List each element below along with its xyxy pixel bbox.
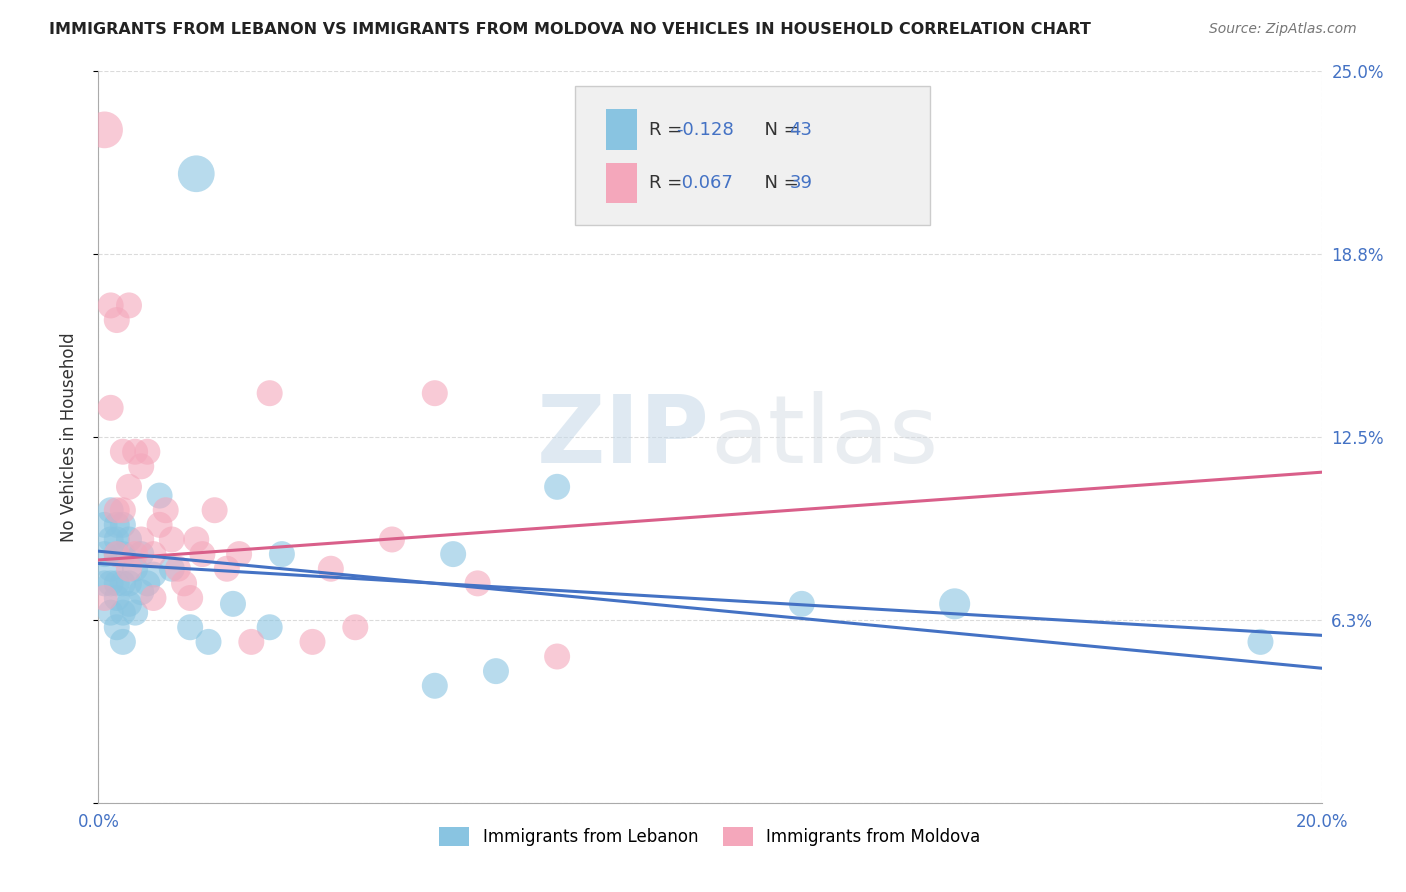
Point <box>191 547 214 561</box>
Point <box>93 547 115 561</box>
Point <box>129 459 152 474</box>
Point <box>485 664 508 678</box>
Y-axis label: No Vehicles in Household: No Vehicles in Household <box>59 332 77 542</box>
Point <box>222 597 245 611</box>
Text: R =: R = <box>648 121 688 139</box>
Point <box>179 620 201 634</box>
Point <box>546 480 568 494</box>
Point <box>142 547 165 561</box>
Point <box>1249 635 1271 649</box>
Point <box>105 620 128 634</box>
Point <box>124 606 146 620</box>
Point <box>100 576 122 591</box>
Point <box>118 533 141 547</box>
Point <box>124 547 146 561</box>
Point <box>160 562 183 576</box>
Point <box>215 562 238 576</box>
Point <box>118 576 141 591</box>
FancyBboxPatch shape <box>606 163 637 203</box>
Point <box>105 591 128 605</box>
Point <box>228 547 250 561</box>
Point <box>319 562 342 576</box>
Point <box>105 533 128 547</box>
Point <box>149 489 172 503</box>
Point <box>118 597 141 611</box>
Text: N =: N = <box>752 174 804 193</box>
Point <box>240 635 263 649</box>
Point <box>111 576 134 591</box>
Point <box>111 444 134 458</box>
Point <box>105 547 128 561</box>
Point <box>790 597 813 611</box>
Point <box>423 679 446 693</box>
Point <box>301 635 323 649</box>
Point <box>105 576 128 591</box>
Text: 39: 39 <box>790 174 813 193</box>
Text: atlas: atlas <box>710 391 938 483</box>
Text: IMMIGRANTS FROM LEBANON VS IMMIGRANTS FROM MOLDOVA NO VEHICLES IN HOUSEHOLD CORR: IMMIGRANTS FROM LEBANON VS IMMIGRANTS FR… <box>49 22 1091 37</box>
Point <box>270 547 292 561</box>
Text: 43: 43 <box>790 121 813 139</box>
Point <box>118 480 141 494</box>
Point <box>93 576 115 591</box>
Point <box>173 576 195 591</box>
Point <box>259 386 281 401</box>
Text: Source: ZipAtlas.com: Source: ZipAtlas.com <box>1209 22 1357 37</box>
Point <box>100 533 122 547</box>
Point <box>149 517 172 532</box>
Point <box>111 503 134 517</box>
Point <box>167 562 190 576</box>
FancyBboxPatch shape <box>606 110 637 150</box>
Point <box>441 547 464 561</box>
Point <box>142 591 165 605</box>
Point <box>105 547 128 561</box>
Point <box>136 576 159 591</box>
Point <box>124 562 146 576</box>
Point <box>105 517 128 532</box>
Point <box>197 635 219 649</box>
Point <box>100 562 122 576</box>
Point <box>204 503 226 517</box>
Text: ZIP: ZIP <box>537 391 710 483</box>
Point <box>259 620 281 634</box>
Point <box>129 533 152 547</box>
Point <box>93 591 115 605</box>
Point <box>142 567 165 582</box>
Point <box>111 606 134 620</box>
Text: R =: R = <box>648 174 688 193</box>
Point <box>118 562 141 576</box>
Legend: Immigrants from Lebanon, Immigrants from Moldova: Immigrants from Lebanon, Immigrants from… <box>433 821 987 853</box>
Point <box>105 313 128 327</box>
Point <box>381 533 404 547</box>
Point <box>186 533 208 547</box>
Point <box>93 123 115 137</box>
Point <box>118 298 141 312</box>
Point <box>129 547 152 561</box>
Point <box>111 517 134 532</box>
Point <box>105 503 128 517</box>
Point <box>100 298 122 312</box>
Point <box>943 597 966 611</box>
Point <box>160 533 183 547</box>
Point <box>186 167 208 181</box>
Point <box>100 401 122 415</box>
Point <box>179 591 201 605</box>
Point <box>111 547 134 561</box>
FancyBboxPatch shape <box>575 86 931 225</box>
Point <box>136 444 159 458</box>
Point <box>129 585 152 599</box>
Text: 0.067: 0.067 <box>676 174 733 193</box>
Point <box>467 576 489 591</box>
Point <box>423 386 446 401</box>
Point <box>100 606 122 620</box>
Point <box>111 635 134 649</box>
Point <box>344 620 367 634</box>
Point <box>124 444 146 458</box>
Point <box>100 503 122 517</box>
Text: N =: N = <box>752 121 804 139</box>
Point <box>546 649 568 664</box>
Point <box>155 503 177 517</box>
Point <box>93 517 115 532</box>
Text: -0.128: -0.128 <box>676 121 734 139</box>
